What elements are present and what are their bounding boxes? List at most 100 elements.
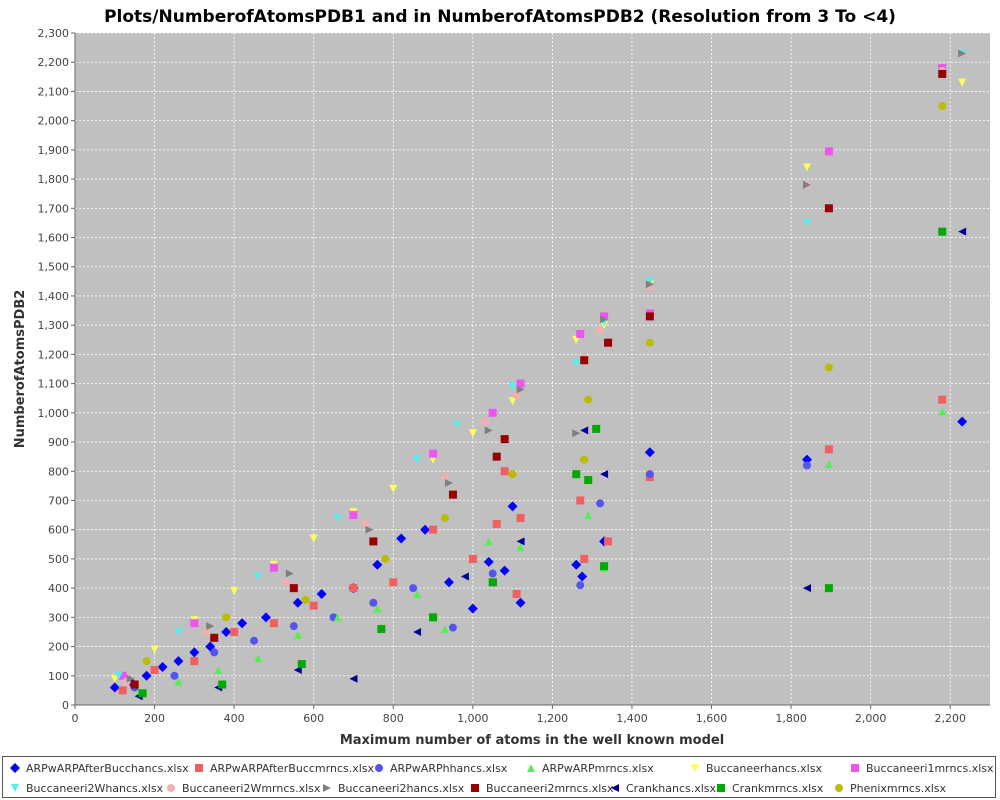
data-point <box>484 426 493 435</box>
data-point <box>377 625 386 634</box>
series-11 <box>138 227 947 698</box>
x-tick-label: 800 <box>383 712 404 725</box>
legend-item: ARPwARPmrncs.xlsx <box>525 758 654 778</box>
legend-marker-icon <box>717 784 725 792</box>
data-point <box>468 554 477 563</box>
data-point <box>174 627 183 636</box>
y-tick-label: 700 <box>48 494 69 507</box>
legend-item: Buccaneeri2mrncs.xlsx <box>469 778 614 798</box>
y-tick-label: 1,600 <box>38 232 70 245</box>
x-tick-label: 200 <box>144 712 165 725</box>
data-point <box>644 447 655 458</box>
data-point <box>281 578 290 587</box>
data-point <box>576 496 585 505</box>
y-tick-label: 600 <box>48 524 69 537</box>
data-point <box>488 408 497 417</box>
legend-label: Buccaneeri2mrncs.xlsx <box>486 781 614 795</box>
data-point <box>285 569 294 578</box>
data-point <box>572 429 581 438</box>
y-tick-label: 1,100 <box>38 378 70 391</box>
y-tick-label: 1,300 <box>38 319 70 332</box>
data-point <box>508 397 517 406</box>
data-point <box>190 619 199 628</box>
y-tick-label: 800 <box>48 465 69 478</box>
data-point <box>958 227 967 236</box>
data-point <box>118 686 127 695</box>
data-point <box>460 572 469 581</box>
legend-marker-icon <box>835 784 843 792</box>
data-point <box>516 379 525 388</box>
legend-marker <box>11 784 19 792</box>
legend-label: Buccaneeri2hancs.xlsx <box>338 781 465 795</box>
data-point <box>957 416 968 427</box>
legend-label: Crankmrncs.xlsx <box>732 781 824 795</box>
data-point <box>515 597 526 608</box>
data-point <box>484 537 493 546</box>
data-point <box>584 476 593 485</box>
y-tick-label: 200 <box>48 641 69 654</box>
data-point <box>316 588 327 599</box>
data-point <box>349 511 358 520</box>
legend-item: ARPwARPAfterBuccmrncs.xlsx <box>193 758 374 778</box>
data-point <box>803 163 811 172</box>
legend-item: Crankmrncs.xlsx <box>715 778 823 798</box>
data-point <box>938 69 947 78</box>
data-point <box>110 674 119 683</box>
legend-marker-icon <box>691 764 699 772</box>
data-point <box>938 395 947 404</box>
data-point <box>389 484 398 493</box>
data-point <box>600 470 609 479</box>
data-point <box>221 626 232 637</box>
legend-marker-icon <box>851 764 859 772</box>
series-2 <box>130 461 811 692</box>
axes: 0 200 400 600 800 1,000 1,200 1,400 1,600 1,800 2,… <box>38 27 990 725</box>
data-point <box>483 556 494 567</box>
data-point <box>580 426 589 435</box>
legend-marker-icon <box>167 784 175 792</box>
data-point <box>202 627 211 636</box>
data-point <box>600 315 609 324</box>
y-tick-label: 400 <box>48 582 69 595</box>
data-point <box>222 613 231 622</box>
data-point <box>413 627 422 636</box>
data-point <box>824 363 833 372</box>
legend-label: ARPwARPAfterBucchancs.xlsx <box>26 761 189 775</box>
data-point <box>349 584 358 593</box>
data-point <box>448 623 457 632</box>
data-point <box>571 559 582 570</box>
data-point <box>492 452 501 461</box>
x-tick-label: 2,200 <box>934 712 966 725</box>
legend-marker-icon <box>611 784 619 792</box>
data-point <box>803 584 811 593</box>
data-point <box>600 312 609 321</box>
x-tick-label: 1,000 <box>457 712 489 725</box>
data-point <box>803 461 811 470</box>
data-point <box>443 577 454 588</box>
data-point <box>369 598 378 607</box>
data-point <box>297 660 306 669</box>
data-point <box>577 571 588 582</box>
y-tick-label: 1,500 <box>38 261 70 274</box>
data-point <box>645 277 654 286</box>
data-point <box>938 102 947 111</box>
data-point <box>189 647 200 658</box>
data-point <box>301 595 310 604</box>
data-point <box>190 657 199 666</box>
data-point <box>468 429 477 438</box>
x-tick-label: 1,200 <box>537 712 569 725</box>
y-tick-label: 2,000 <box>38 115 70 128</box>
data-point <box>604 537 613 546</box>
data-point <box>576 581 585 590</box>
data-point <box>596 327 605 336</box>
legend-item: Buccaneeri1mrncs.xlsx <box>849 758 994 778</box>
legend-item: Buccaneerhancs.xlsx <box>689 758 822 778</box>
legend-label: Buccaneeri2Wmrncs.xlsx <box>182 781 321 795</box>
data-point <box>444 478 453 487</box>
y-tick-label: 0 <box>62 699 69 712</box>
legend-marker <box>323 784 331 792</box>
legend-label: Buccaneerhancs.xlsx <box>706 761 822 775</box>
data-point <box>512 589 521 598</box>
data-point <box>126 674 135 683</box>
data-point <box>580 356 589 365</box>
legend-label: Crankhancs.xlsx <box>626 781 717 795</box>
